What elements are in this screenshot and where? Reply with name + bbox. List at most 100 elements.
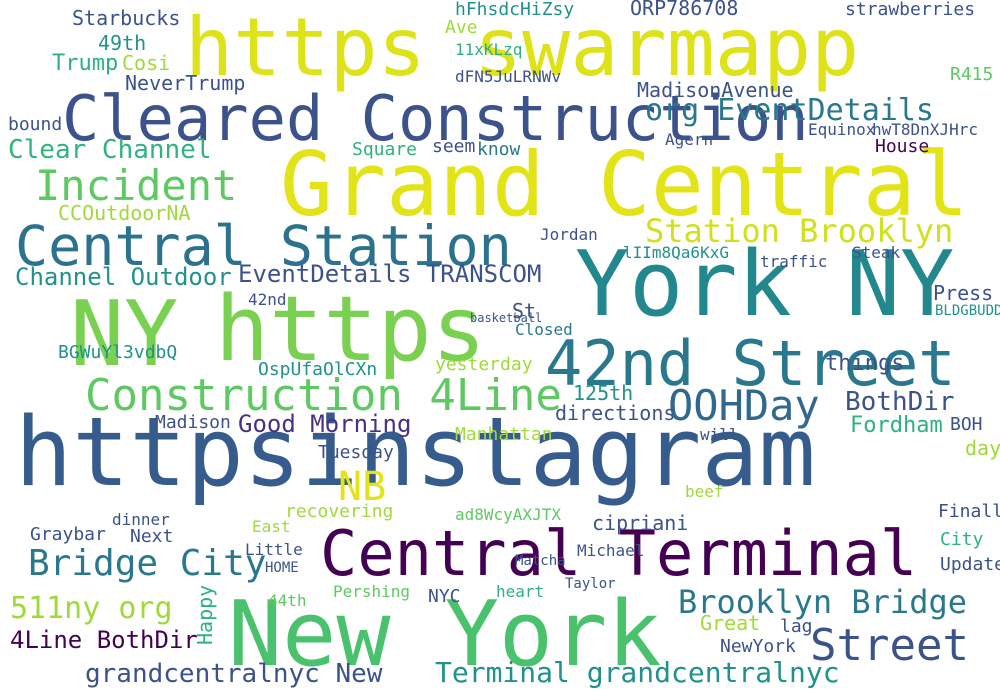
word: 4Line BothDir: [10, 626, 198, 654]
word: Street: [810, 620, 969, 671]
word: dFN5JuLRNWv: [455, 67, 561, 86]
word: Michael: [577, 541, 644, 560]
word: 44th: [268, 591, 307, 610]
word: Ave: [445, 17, 478, 38]
word: Fordham: [850, 413, 943, 438]
word: St: [512, 299, 536, 323]
word: 511ny org: [10, 591, 173, 626]
word: Jordan: [540, 225, 598, 244]
word: Starbucks: [72, 6, 180, 30]
word: will: [700, 425, 739, 444]
word: MadisonAvenue: [637, 78, 794, 102]
word: BOH: [950, 414, 983, 435]
word: strawberries: [845, 0, 975, 20]
word: Equinox: [808, 120, 876, 139]
word: Cosi: [122, 51, 170, 75]
word: BothDir: [845, 387, 955, 417]
word: cipriani: [592, 511, 688, 535]
word: recovering: [285, 501, 393, 522]
word: Central Station: [15, 214, 512, 278]
word: HOME: [265, 560, 299, 576]
word: ORP786708: [630, 0, 738, 20]
word: 49th: [98, 31, 146, 55]
word: BLDGBUDDY: [935, 303, 1000, 319]
word: dinner: [112, 510, 170, 529]
word: seem: [432, 136, 475, 157]
word: Channel Outdoor: [15, 263, 232, 291]
word: hFhsdcHiZsy: [455, 0, 574, 20]
word: bound: [8, 114, 62, 135]
word: Happy: [193, 585, 217, 645]
word: R415: [950, 64, 993, 85]
word: Manhattan: [455, 424, 553, 445]
word: Square: [352, 139, 417, 160]
word: EventDetails TRANSCOM: [238, 260, 541, 288]
word: Station Brooklyn: [645, 212, 953, 250]
word: Construction 4Line: [85, 370, 562, 421]
word: NewYork: [720, 636, 796, 657]
word: https: [215, 277, 486, 382]
word: Grand Central: [280, 133, 969, 236]
word: 42nd: [248, 290, 287, 309]
word: beef: [685, 482, 724, 501]
word: Little: [245, 540, 303, 559]
word: heart: [496, 582, 544, 601]
word: OOHDay: [668, 381, 820, 430]
word: CCOutdoorNA: [58, 201, 190, 225]
word: org EventDetails: [645, 93, 934, 128]
word: House: [875, 136, 929, 157]
word: day: [965, 436, 1000, 460]
word: Graybar: [30, 524, 106, 545]
word: directions: [555, 401, 675, 425]
word: City: [940, 529, 984, 550]
word: Pershing: [333, 582, 410, 601]
word: Bridge City: [28, 543, 266, 584]
word: grandcentralnyc New: [85, 659, 383, 689]
word: 42nd Street: [545, 327, 956, 400]
word: https swarmapp: [185, 1, 859, 94]
word: Madison: [155, 412, 231, 433]
word: Trump: [52, 51, 118, 76]
word: hwT8DnXJHrc: [872, 120, 978, 139]
word: NeverTrump: [125, 71, 245, 95]
word: Incident: [35, 161, 237, 210]
word: Taylor: [565, 576, 616, 592]
word: Steak: [852, 243, 901, 262]
word: 125th: [573, 381, 633, 405]
word: Closed: [515, 320, 573, 339]
word: Central Terminal: [320, 517, 917, 590]
word: Cleared Construction: [62, 82, 809, 155]
word: Good Morning: [238, 410, 411, 438]
word: Clear Channel: [8, 135, 212, 165]
word: East: [252, 517, 291, 536]
word: NYC: [428, 586, 461, 607]
word: lIIm8Qa6KxG: [623, 243, 729, 262]
word: Tuesday: [318, 442, 394, 463]
word: NY: [70, 282, 178, 387]
word: 11xKLzq: [455, 40, 522, 59]
word: basketball: [470, 311, 542, 325]
word: Brooklyn Bridge: [678, 583, 967, 621]
word: yesterday: [435, 354, 533, 375]
word: know: [477, 139, 521, 160]
word: Agern: [665, 130, 713, 149]
word: Matcha: [515, 553, 566, 569]
word: Great: [700, 611, 760, 635]
word: httpsinstagram: [15, 398, 816, 508]
word: New York: [228, 582, 661, 687]
word: Terminal grandcentralnyc: [435, 656, 840, 689]
word: traffic: [760, 252, 827, 271]
word: Finally: [938, 501, 1000, 522]
word: ad8WcyAXJTX: [455, 505, 561, 524]
word: Next: [130, 526, 173, 547]
word: Update: [940, 554, 1000, 575]
word: things: [825, 351, 904, 376]
word: York NY: [575, 232, 954, 337]
word: NB: [338, 464, 386, 510]
word: lag: [780, 616, 813, 637]
word: OspUfaOlCXn: [258, 359, 377, 380]
word: Press: [933, 281, 993, 305]
word: BGWuYl3vdbQ: [58, 342, 177, 363]
